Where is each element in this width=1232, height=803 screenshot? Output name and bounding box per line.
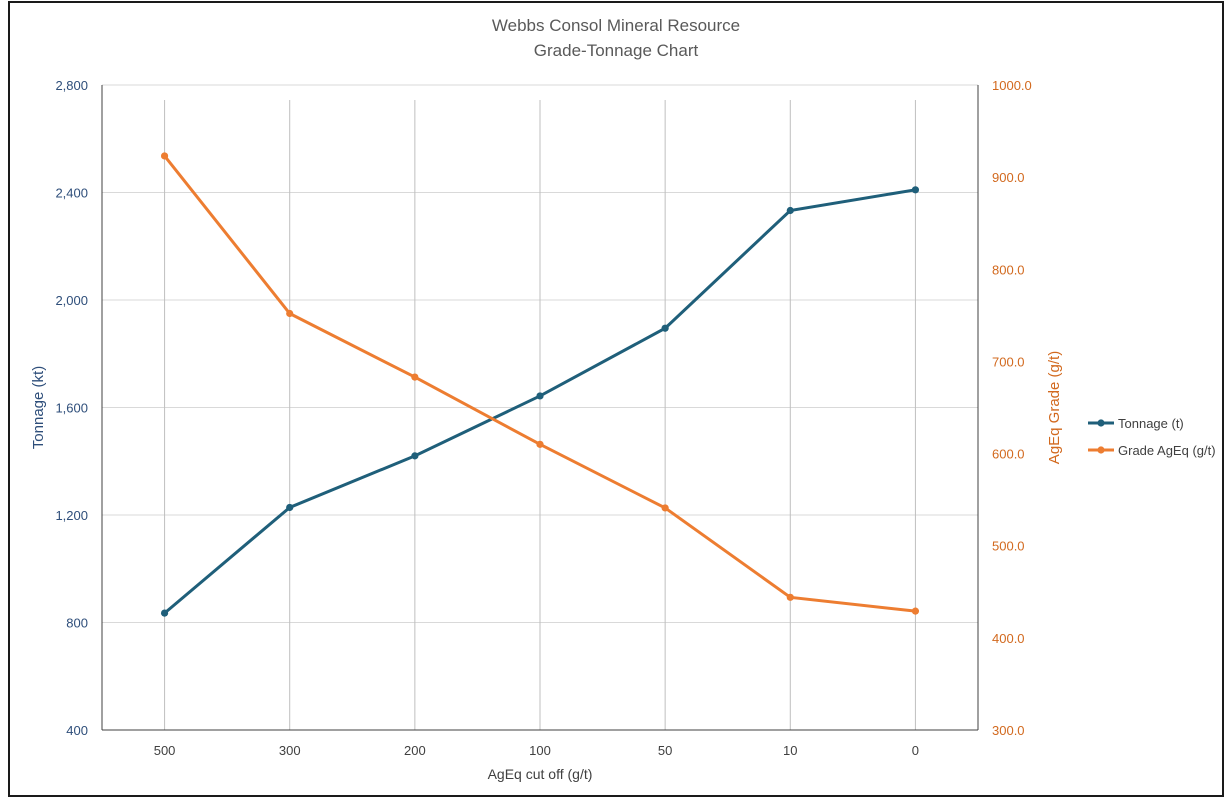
- x-axis-tick-label: 300: [279, 743, 301, 758]
- right-axis-tick-label: 600.0: [992, 447, 1025, 462]
- series-2-point: [911, 607, 920, 615]
- x-axis-tick-label: 0: [912, 743, 919, 758]
- series-1-point: [911, 186, 920, 194]
- series-1-point: [661, 324, 669, 332]
- right-axis-tick-label: 400.0: [992, 631, 1025, 646]
- left-axis-tick-label: 1,600: [55, 401, 88, 416]
- series-1-point: [411, 452, 419, 460]
- x-axis-tick-label: 500: [154, 743, 176, 758]
- series-1-point: [286, 503, 294, 512]
- series-2-point: [286, 309, 294, 318]
- left-axis-tick-label: 400: [66, 723, 88, 738]
- right-axis-tick-label: 800.0: [992, 262, 1025, 277]
- left-axis-tick-label: 2,800: [55, 78, 88, 93]
- left-axis-tick-label: 1,200: [55, 508, 88, 523]
- right-axis-label: AgEq Grade (g/t): [1046, 351, 1063, 464]
- x-axis-tick-label: 200: [404, 743, 426, 758]
- series-2-point: [661, 504, 669, 512]
- legend-marker: [1097, 446, 1105, 454]
- right-axis-tick-label: 900.0: [992, 170, 1025, 185]
- right-axis-tick-label: 300.0: [992, 723, 1025, 738]
- x-axis-tick-label: 50: [658, 743, 672, 758]
- chart-subtitle: Grade-Tonnage Chart: [533, 41, 699, 60]
- legend-label: Tonnage (t): [1118, 416, 1184, 431]
- left-axis-tick-label: 800: [66, 616, 88, 631]
- chart-frame: [8, 1, 1224, 797]
- x-axis-label: AgEq cut off (g/t): [488, 766, 593, 782]
- x-axis-tick-label: 10: [783, 743, 797, 758]
- left-axis-label: Tonnage (kt): [30, 366, 47, 449]
- left-axis-tick-label: 2,400: [55, 186, 88, 201]
- legend-label: Grade AgEq (g/t): [1118, 443, 1216, 458]
- series-1-point: [536, 392, 544, 400]
- right-axis-tick-label: 500.0: [992, 539, 1025, 554]
- series-2-point: [536, 440, 544, 448]
- series-1-point: [160, 609, 169, 617]
- series-2-point: [160, 152, 169, 160]
- right-axis-tick-label: 1000.0: [992, 78, 1032, 93]
- x-axis-tick-label: 100: [529, 743, 551, 758]
- right-axis-tick-label: 700.0: [992, 354, 1025, 369]
- left-axis-tick-label: 2,000: [55, 293, 88, 308]
- series-2-point: [411, 373, 419, 381]
- series-2-point: [786, 593, 794, 601]
- chart-title: Webbs Consol Mineral Resource: [491, 16, 741, 35]
- legend-marker: [1097, 419, 1105, 427]
- series-1-point: [786, 206, 794, 215]
